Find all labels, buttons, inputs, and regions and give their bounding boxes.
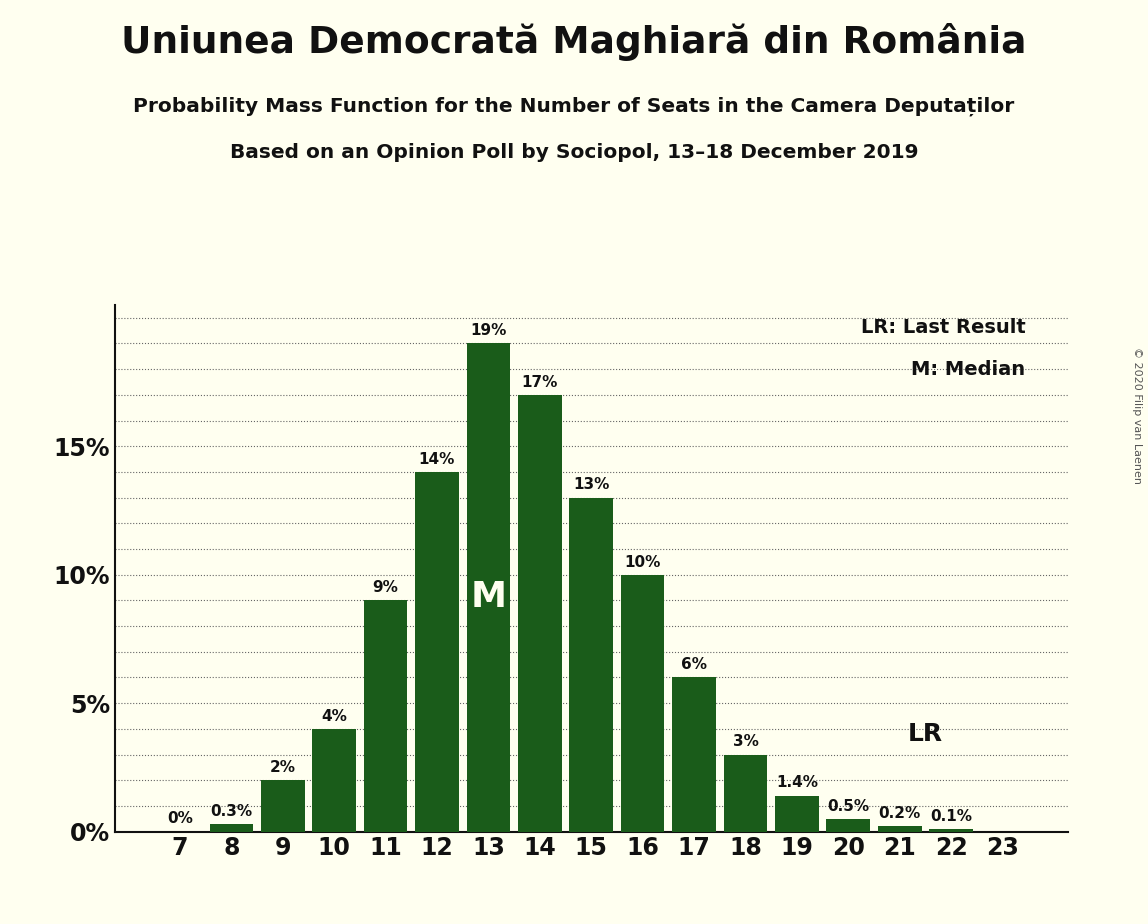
Text: M: M — [471, 580, 506, 614]
Bar — [312, 729, 356, 832]
Bar — [723, 755, 767, 832]
Bar — [673, 677, 716, 832]
Text: 0.1%: 0.1% — [930, 808, 972, 824]
Text: 3%: 3% — [732, 735, 759, 749]
Text: 0.3%: 0.3% — [210, 804, 253, 819]
Text: 0%: 0% — [166, 811, 193, 826]
Bar — [827, 819, 870, 832]
Bar — [210, 824, 254, 832]
Bar — [621, 575, 665, 832]
Text: 19%: 19% — [471, 323, 506, 338]
Text: 4%: 4% — [321, 709, 347, 723]
Text: 10%: 10% — [625, 554, 661, 569]
Text: © 2020 Filip van Laenen: © 2020 Filip van Laenen — [1132, 347, 1142, 484]
Bar — [261, 780, 304, 832]
Bar — [878, 826, 922, 832]
Text: 6%: 6% — [681, 657, 707, 673]
Bar — [466, 344, 510, 832]
Text: 2%: 2% — [270, 760, 296, 775]
Text: 0.5%: 0.5% — [828, 798, 869, 814]
Bar — [364, 601, 408, 832]
Text: 0.2%: 0.2% — [878, 807, 921, 821]
Text: Probability Mass Function for the Number of Seats in the Camera Deputaților: Probability Mass Function for the Number… — [133, 97, 1015, 116]
Text: LR: LR — [908, 722, 943, 746]
Text: 14%: 14% — [419, 452, 456, 467]
Text: Uniunea Democrată Maghiară din România: Uniunea Democrată Maghiară din România — [122, 23, 1026, 61]
Bar — [929, 829, 972, 832]
Text: LR: Last Result: LR: Last Result — [861, 318, 1025, 337]
Text: M: Median: M: Median — [912, 360, 1025, 379]
Text: 9%: 9% — [373, 580, 398, 595]
Text: 1.4%: 1.4% — [776, 775, 817, 791]
Bar — [775, 796, 819, 832]
Text: Based on an Opinion Poll by Sociopol, 13–18 December 2019: Based on an Opinion Poll by Sociopol, 13… — [230, 143, 918, 163]
Bar — [518, 395, 561, 832]
Bar — [416, 472, 459, 832]
Text: 13%: 13% — [573, 478, 610, 492]
Bar — [569, 498, 613, 832]
Text: 17%: 17% — [521, 375, 558, 390]
